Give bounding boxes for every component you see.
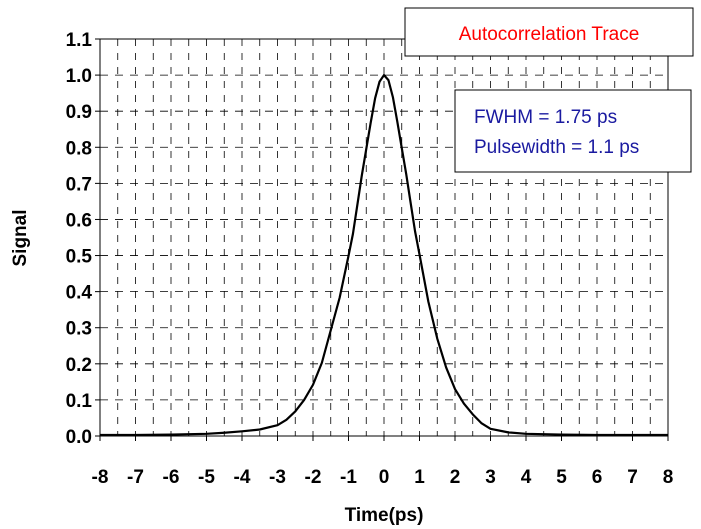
- series-line: [100, 73, 668, 437]
- y-tick-label: 1.1: [66, 30, 93, 51]
- y-tick-label: 0.0: [66, 427, 92, 448]
- x-tick-label: -4: [234, 467, 251, 488]
- x-tick-label: 1: [414, 467, 425, 488]
- y-tick-label: 0.6: [66, 210, 92, 231]
- x-tick-label: -8: [92, 467, 109, 488]
- x-tick-label: -3: [269, 467, 286, 488]
- y-tick-label: 0.1: [66, 391, 93, 412]
- x-tick-label: 3: [485, 467, 496, 488]
- x-tick-label: 6: [592, 467, 603, 488]
- x-tick-label: -5: [198, 467, 215, 488]
- x-tick-label: 2: [450, 467, 461, 488]
- chart-title-box: Autocorrelation Trace: [404, 7, 694, 57]
- fwhm-annotation: FWHM = 1.75 ps: [474, 107, 617, 128]
- x-tick-label: -6: [163, 467, 180, 488]
- x-tick-label: 7: [627, 467, 638, 488]
- y-tick-label: 0.8: [66, 138, 92, 159]
- y-tick-label: 0.2: [66, 355, 92, 376]
- y-axis-ticks: 0.0 0.1 0.2 0.3 0.4 0.5 0.6 0.7 0.8 0.9 1.0 1.1: [66, 30, 100, 448]
- x-tick-label: -1: [340, 467, 357, 488]
- x-axis-ticks: -8 -7 -6 -5 -4 -3 -2 -1 0 1 2 3 4 5 6 7 8: [92, 436, 674, 488]
- grid-lines: [100, 39, 668, 436]
- x-tick-label: 4: [521, 467, 532, 488]
- y-tick-label: 1.0: [66, 66, 92, 87]
- y-tick-label: 0.5: [66, 247, 93, 268]
- y-axis-label: Signal: [10, 209, 31, 266]
- y-tick-label: 0.4: [66, 283, 93, 304]
- y-tick-label: 0.9: [66, 102, 92, 123]
- x-tick-label: -2: [305, 467, 322, 488]
- chart-title: Autocorrelation Trace: [459, 24, 640, 45]
- x-tick-label: 8: [663, 467, 674, 488]
- pulsewidth-annotation: Pulsewidth = 1.1 ps: [474, 137, 639, 158]
- x-tick-label: 5: [556, 467, 567, 488]
- annotation-box: FWHM = 1.75 ps Pulsewidth = 1.1 ps: [454, 89, 692, 173]
- x-axis-label: Time(ps): [345, 505, 424, 526]
- x-tick-label: -7: [127, 467, 144, 488]
- y-tick-label: 0.3: [66, 319, 92, 340]
- x-tick-label: 0: [379, 467, 390, 488]
- y-tick-label: 0.7: [66, 174, 92, 195]
